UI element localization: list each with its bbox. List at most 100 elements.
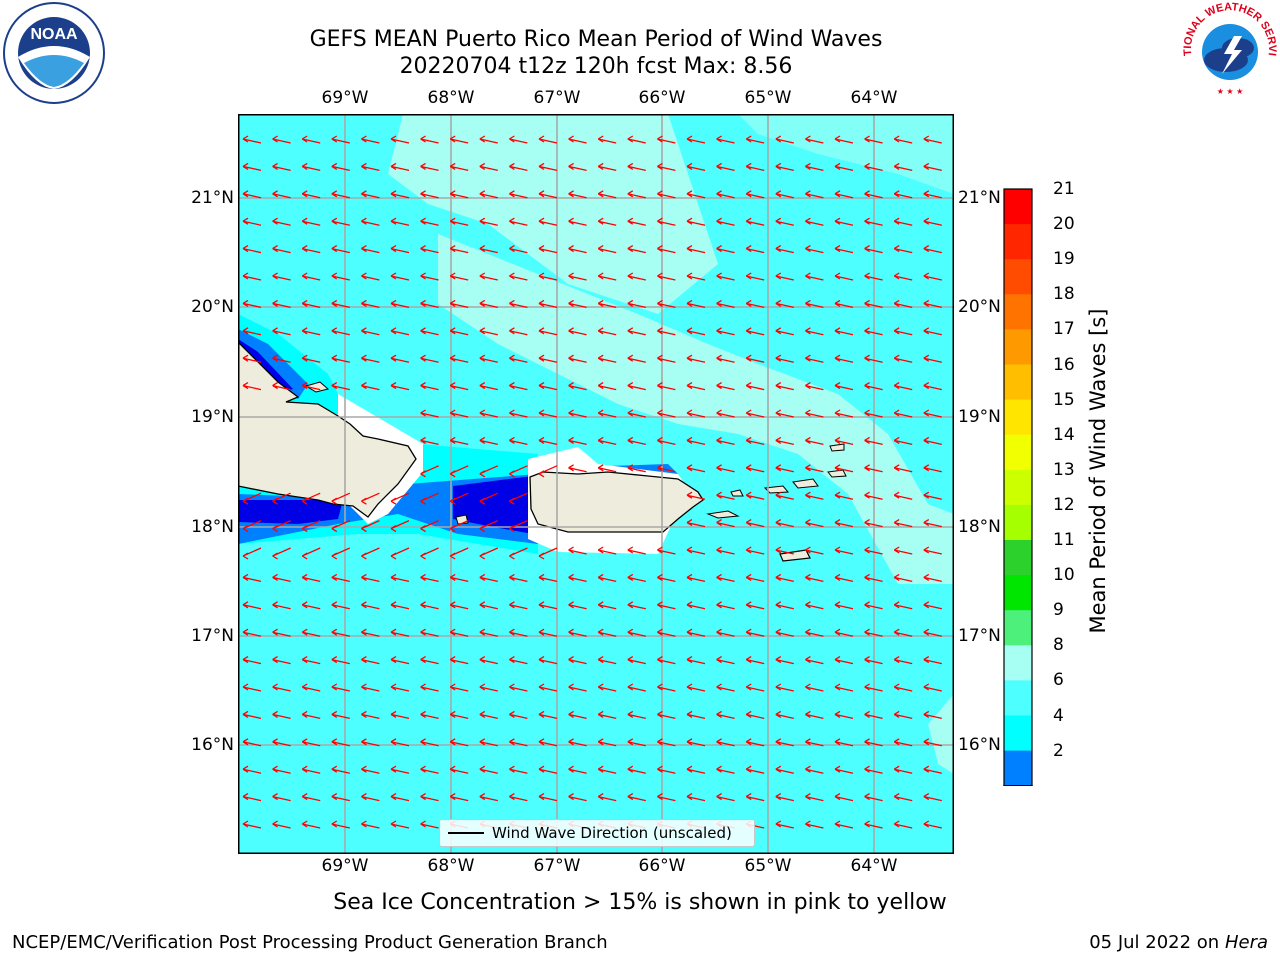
wave-direction-arrow [627, 217, 646, 226]
colorbar-tick-label: 11 [1053, 530, 1075, 550]
wave-direction-arrow [272, 710, 291, 720]
wave-direction-arrow [538, 738, 558, 747]
wave-direction-arrow [864, 491, 883, 500]
wave-direction-arrow [272, 738, 291, 747]
wave-direction-arrow [893, 162, 913, 172]
wave-direction-arrow [361, 820, 380, 829]
wave-period-band-8-9 [388, 114, 718, 314]
wave-direction-arrow [272, 601, 291, 610]
wave-direction-arrow [301, 162, 321, 172]
wave-direction-arrow [864, 327, 883, 336]
wave-direction-arrow [361, 683, 380, 692]
wave-direction-arrow [657, 683, 676, 692]
wave-direction-arrow [805, 190, 824, 199]
wave-direction-arrow [893, 656, 913, 665]
wave-direction-arrow [805, 299, 824, 309]
wave-direction-arrow [331, 520, 351, 533]
wave-direction-arrow [361, 162, 380, 172]
wind-wave-direction-arrows [242, 135, 942, 829]
wave-direction-arrow [923, 299, 942, 309]
lat-label-left: 19°N [191, 407, 234, 427]
wave-direction-arrow [538, 465, 558, 478]
wave-direction-arrow [834, 765, 854, 774]
lat-label-right: 20°N [958, 297, 1001, 317]
wave-direction-arrow [834, 820, 854, 829]
wave-direction-arrow [893, 601, 913, 610]
wave-direction-arrow [479, 738, 498, 747]
wave-direction-arrow [449, 520, 469, 533]
wave-period-band-deep-mona [453, 476, 533, 534]
wave-direction-arrow [627, 738, 646, 747]
wave-direction-arrow [893, 738, 913, 747]
wave-direction-arrow [420, 217, 439, 226]
wave-direction-arrow [331, 354, 350, 363]
wave-direction-arrow [361, 190, 380, 199]
colorbar-tick-label: 13 [1053, 459, 1075, 480]
wave-direction-arrow [390, 547, 410, 560]
wave-direction-arrow [834, 628, 854, 637]
wave-direction-arrow [657, 135, 676, 144]
wave-direction-arrow [272, 683, 291, 692]
wave-direction-arrow [390, 190, 410, 199]
wave-direction-arrow [242, 601, 262, 610]
wave-period-band-8-9-east [438, 234, 954, 584]
wave-direction-arrow [361, 382, 380, 391]
wave-direction-arrow [479, 465, 499, 478]
wave-direction-arrow [597, 190, 617, 199]
wave-direction-arrow [479, 547, 499, 560]
wave-direction-arrow [686, 628, 706, 637]
lat-label-left: 20°N [191, 297, 234, 317]
wave-direction-arrow [597, 299, 617, 309]
wave-direction-arrow [775, 519, 794, 528]
map-legend: Wind Wave Direction (unscaled) [439, 819, 755, 847]
wave-direction-arrow [420, 601, 439, 610]
wave-direction-arrow [479, 190, 498, 199]
wave-direction-arrow [745, 573, 765, 583]
wave-direction-arrow [242, 492, 262, 505]
colorbar-cell [1004, 645, 1032, 681]
wave-direction-arrow [390, 354, 410, 363]
wave-direction-arrow [716, 299, 735, 309]
colorbar-label: Mean Period of Wind Waves [s] [1086, 308, 1110, 634]
wave-direction-arrow [568, 299, 587, 309]
wave-direction-arrow [272, 492, 291, 505]
wave-direction-arrow [272, 547, 291, 560]
wave-direction-arrow [686, 519, 706, 528]
wave-direction-arrow [331, 601, 350, 610]
wave-direction-arrow [242, 656, 262, 665]
wave-direction-arrow [449, 190, 469, 199]
wave-direction-arrow [390, 299, 410, 309]
wave-direction-arrow [272, 135, 291, 144]
colorbar-cell [1004, 504, 1032, 541]
wave-direction-arrow [509, 601, 528, 610]
wave-direction-arrow [597, 327, 617, 336]
wave-direction-arrow [893, 217, 913, 226]
wave-direction-arrow [272, 245, 291, 254]
wave-direction-arrow [923, 546, 942, 555]
wave-direction-arrow [568, 765, 587, 774]
land-hispaniola [238, 341, 417, 518]
wave-direction-arrow [568, 409, 587, 418]
wave-direction-arrow [805, 491, 824, 500]
wave-direction-arrow [834, 793, 854, 802]
wave-direction-arrow [834, 573, 854, 583]
lat-label-right: 21°N [958, 188, 1001, 208]
wave-direction-arrow [538, 601, 558, 610]
wave-direction-arrow [775, 436, 794, 446]
wave-direction-arrow [449, 409, 469, 418]
wave-direction-arrow [657, 382, 676, 391]
wave-direction-arrow [893, 299, 913, 309]
wave-direction-arrow [716, 573, 735, 583]
wave-direction-arrow [775, 299, 794, 309]
wave-direction-arrow [716, 738, 735, 747]
wave-direction-arrow [745, 272, 765, 281]
wave-direction-arrow [390, 628, 410, 637]
wave-direction-arrow [390, 573, 410, 583]
wave-direction-arrow [331, 547, 351, 560]
wave-direction-arrow [923, 656, 942, 665]
wave-direction-arrow [597, 793, 617, 802]
wave-direction-arrow [864, 409, 883, 418]
wave-direction-arrow [242, 710, 262, 720]
wave-direction-arrow [568, 573, 587, 583]
wave-direction-arrow [716, 765, 735, 774]
